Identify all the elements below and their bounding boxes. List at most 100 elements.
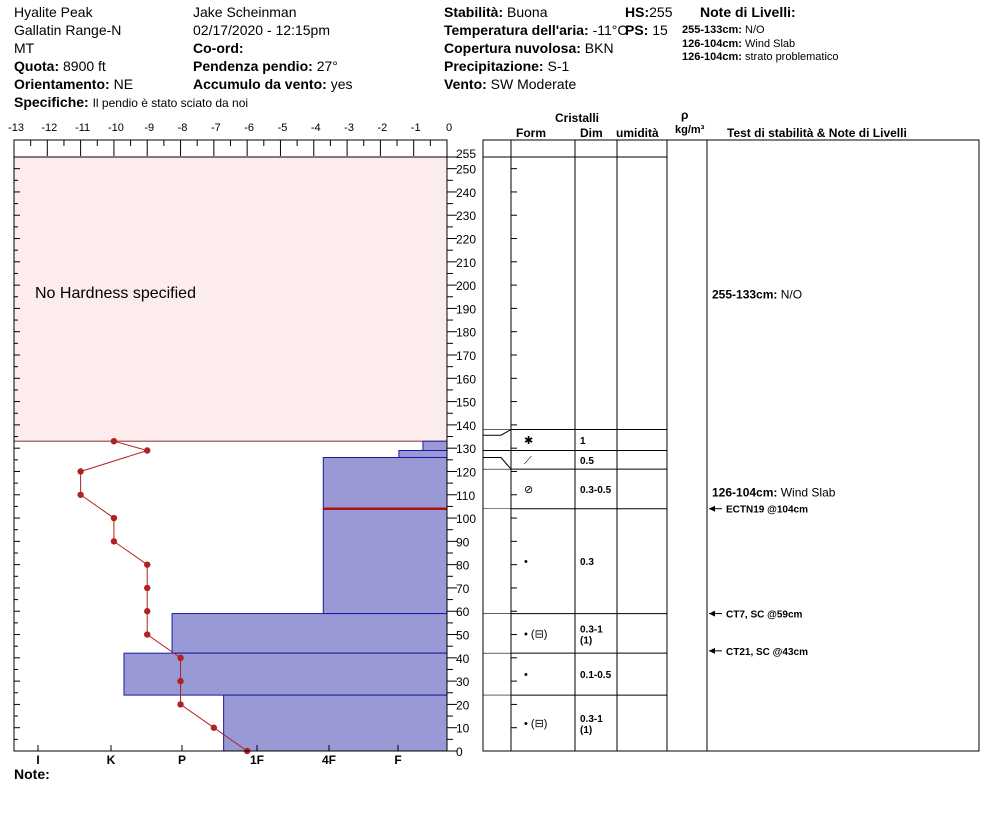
wind-loading-label: Accumulo da vento: — [193, 76, 327, 92]
hardness-layer — [422, 440, 448, 452]
hardness-label: F — [394, 753, 401, 767]
temperature-point — [77, 491, 84, 498]
specifics-label: Specifiche: — [14, 94, 89, 110]
height-tick-label: 240 — [456, 186, 476, 200]
crystal-table: ✱ 1⟋ 0.5⊘ 0.3-0.5• 0.3• (⊟) 0.3-1(1)• 0.1-0.5•… — [482, 139, 980, 752]
layer-note-text: Wind Slab — [745, 38, 796, 50]
sky: Copertura nuvolosa: BKN — [444, 40, 614, 56]
height-tick-label: 220 — [456, 233, 476, 247]
height-tick-label: 130 — [456, 442, 476, 456]
hardness-layer — [223, 694, 448, 752]
temperature-point — [144, 631, 151, 638]
temperature-point — [110, 538, 118, 545]
sky-value: BKN — [584, 40, 614, 56]
air-temp-label: Temperatura dell'aria: — [444, 22, 589, 38]
layer-notes-title: Note di Livelli: — [700, 4, 796, 20]
stability-test: ECTN19 @104cm — [726, 505, 808, 516]
elevation-value: 8900 ft — [63, 58, 106, 74]
hardness-layers — [13, 156, 448, 752]
height-tick-label: 110 — [456, 489, 475, 503]
hardness-label: 4F — [322, 753, 336, 767]
layer-note-side: 255-133cm: N/O — [712, 287, 802, 301]
hardness-label: I — [36, 753, 39, 767]
crystals-group-header: Cristalli — [555, 111, 600, 125]
hardness-layer — [123, 652, 448, 696]
layer-note-side: 126-104cm: Wind Slab — [712, 485, 836, 499]
temp-tick-label: -11 — [75, 122, 90, 134]
wind-loading: Accumulo da vento: yes — [193, 76, 352, 92]
temperature-point — [177, 701, 184, 708]
tests-header: Test di stabilità & Note di Livelli — [727, 126, 907, 140]
temperature-point — [177, 654, 184, 662]
crystal-dim: 0.3-0.5 — [580, 485, 612, 496]
height-tick-label: 50 — [456, 629, 470, 643]
test-arrow-head — [709, 505, 715, 512]
stability-test: CT7, SC @59cm — [726, 610, 803, 621]
height-tick-label: 140 — [456, 419, 476, 433]
ps: PS: 15 — [625, 22, 668, 38]
crystal-form: • (⊟) — [524, 628, 547, 640]
location: Hyalite Peak — [14, 4, 93, 20]
layer-note: 126-104cm: strato problematico — [682, 51, 839, 63]
temp-tick-label: -3 — [344, 122, 354, 134]
hardness-label: K — [107, 753, 116, 767]
temperature-line — [80, 440, 248, 752]
height-tick-label: 180 — [456, 326, 476, 340]
axes: -13 -12 -11 -10 -9 -8 -7 -6 -5 -4 -3 -2 -1 0010203040… — [8, 122, 476, 767]
crystal-dim: 0.3-1 — [580, 624, 603, 635]
temperature-point — [144, 447, 151, 454]
temp-tick-label: -9 — [144, 122, 154, 134]
test-arrow-head — [709, 647, 715, 654]
stability-test: CT21, SC @43cm — [726, 647, 808, 658]
temperature-point — [144, 561, 151, 568]
height-tick-label: 210 — [456, 256, 476, 270]
hardness-label: 1F — [250, 753, 264, 767]
state: MT — [14, 40, 35, 56]
specifics: Specifiche: Il pendio è stato sciato da … — [14, 94, 248, 111]
crystal-dim-secondary: (1) — [580, 635, 592, 646]
specifics-value: Il pendio è stato sciato da noi — [92, 96, 249, 110]
test-arrow-head — [709, 610, 715, 617]
crystal-dim: 0.3 — [580, 557, 594, 568]
height-tick-label: 100 — [456, 512, 476, 526]
crystal-form: • — [524, 556, 528, 568]
air-temp: Temperatura dell'aria: -11°C — [444, 22, 627, 38]
height-tick-label: 70 — [456, 582, 470, 596]
crystal-dim-secondary: (1) — [580, 725, 592, 736]
precip: Precipitazione: S-1 — [444, 58, 569, 74]
wind-value: SW Moderate — [490, 76, 577, 92]
air-temp-value: -11°C — [592, 22, 628, 38]
aspect-label: Orientamento: — [14, 76, 110, 92]
temp-tick-label: -10 — [108, 122, 124, 134]
height-tick-label: 250 — [456, 163, 476, 177]
crystal-dim: 0.5 — [580, 456, 594, 467]
temperature-point — [144, 608, 151, 615]
crystal-dim: 0.3-1 — [580, 714, 603, 725]
dim-header: Dim — [580, 126, 603, 140]
temperature-point — [177, 677, 184, 685]
no-hardness-text: No Hardness specified — [35, 285, 196, 302]
hardness-layer — [322, 456, 448, 510]
ps-label: PS: — [625, 22, 649, 38]
aspect: Orientamento: NE — [14, 76, 133, 92]
elevation-label: Quota: — [14, 58, 60, 74]
temp-tick-label: -13 — [8, 122, 24, 134]
height-tick-label: 230 — [456, 209, 476, 223]
slope: Pendenza pendio: 27° — [193, 58, 338, 74]
no-hardness-region — [13, 156, 448, 442]
height-tick-label: 0 — [456, 745, 463, 759]
height-tick-label: 30 — [456, 675, 470, 689]
height-tick-label: 255 — [456, 147, 476, 161]
precip-label: Precipitazione: — [444, 58, 544, 74]
height-tick-label: 120 — [456, 465, 476, 479]
table-frame — [482, 139, 980, 752]
height-tick-label: 200 — [456, 279, 476, 293]
layer-note-range: 126-104cm: — [682, 38, 742, 50]
hs-value: 255 — [649, 4, 673, 20]
layer-note: 126-104cm: Wind Slab — [682, 38, 795, 50]
crystal-form: ⊘ — [524, 484, 533, 496]
aspect-value: NE — [113, 76, 134, 92]
wind-loading-value: yes — [330, 76, 353, 92]
layer-note-range: 126-104cm: — [682, 51, 742, 63]
